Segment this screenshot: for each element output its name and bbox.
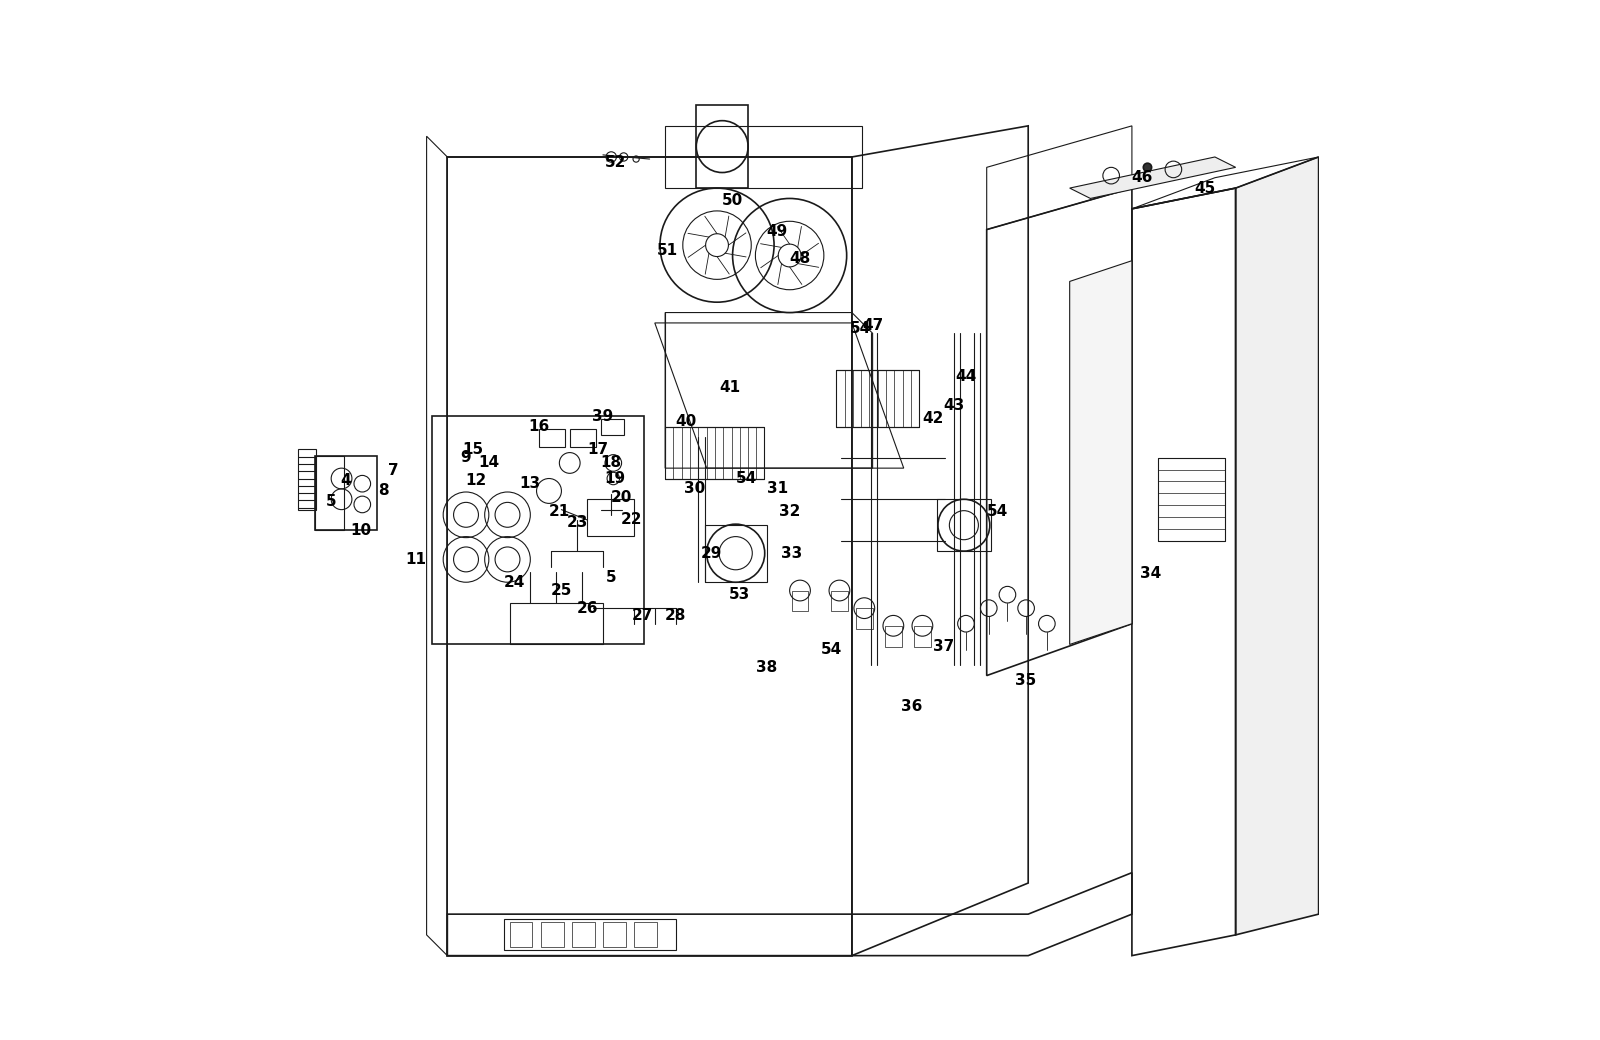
Text: 48: 48 xyxy=(789,251,811,266)
Text: 51: 51 xyxy=(656,242,678,258)
Text: 34: 34 xyxy=(1139,567,1162,581)
Text: 46: 46 xyxy=(1131,171,1154,185)
Text: 29: 29 xyxy=(701,546,723,561)
Text: 24: 24 xyxy=(504,575,525,590)
Text: 53: 53 xyxy=(730,588,750,602)
Polygon shape xyxy=(1235,157,1318,935)
Text: 35: 35 xyxy=(1016,673,1037,688)
Text: 19: 19 xyxy=(605,471,626,486)
Text: 54: 54 xyxy=(987,504,1008,519)
Text: 25: 25 xyxy=(550,583,573,598)
Text: 27: 27 xyxy=(632,608,653,623)
Text: 12: 12 xyxy=(466,473,486,488)
Text: 20: 20 xyxy=(611,490,632,504)
Text: 28: 28 xyxy=(666,608,686,623)
Text: 45: 45 xyxy=(1194,181,1214,196)
Text: 30: 30 xyxy=(683,482,706,496)
Text: 39: 39 xyxy=(592,409,613,423)
Text: 32: 32 xyxy=(779,504,800,519)
Text: 54: 54 xyxy=(736,471,757,486)
Text: 36: 36 xyxy=(901,699,923,714)
Text: 38: 38 xyxy=(757,659,778,675)
Text: 41: 41 xyxy=(718,380,741,395)
Text: 7: 7 xyxy=(389,463,398,477)
Text: 33: 33 xyxy=(781,546,802,561)
Text: 13: 13 xyxy=(520,476,541,491)
Text: 44: 44 xyxy=(955,369,976,385)
Text: 10: 10 xyxy=(350,523,371,538)
Text: 16: 16 xyxy=(528,419,549,434)
Text: 49: 49 xyxy=(766,225,787,239)
Text: 18: 18 xyxy=(600,456,622,470)
Text: 31: 31 xyxy=(766,482,787,496)
Text: 40: 40 xyxy=(675,414,696,428)
Text: 9: 9 xyxy=(461,450,472,465)
Text: 5: 5 xyxy=(326,494,336,509)
Text: 23: 23 xyxy=(566,515,587,529)
Text: 17: 17 xyxy=(587,442,608,457)
Text: 26: 26 xyxy=(576,601,598,616)
Text: 43: 43 xyxy=(942,398,965,414)
Text: 21: 21 xyxy=(549,504,570,519)
Text: 54: 54 xyxy=(850,320,870,336)
Text: 42: 42 xyxy=(922,411,944,425)
Polygon shape xyxy=(1070,261,1131,645)
Text: 5: 5 xyxy=(606,570,616,584)
Text: 4: 4 xyxy=(341,473,350,488)
Circle shape xyxy=(1144,163,1152,172)
Text: 22: 22 xyxy=(621,513,643,527)
Text: 50: 50 xyxy=(722,193,744,208)
Text: 15: 15 xyxy=(462,442,483,457)
Text: 54: 54 xyxy=(821,642,842,657)
Text: 52: 52 xyxy=(605,155,626,170)
Text: 11: 11 xyxy=(406,552,427,567)
Text: 8: 8 xyxy=(378,484,389,498)
Text: 47: 47 xyxy=(862,317,883,333)
Text: 37: 37 xyxy=(933,639,954,654)
Text: 14: 14 xyxy=(478,456,499,470)
Polygon shape xyxy=(1070,157,1235,199)
